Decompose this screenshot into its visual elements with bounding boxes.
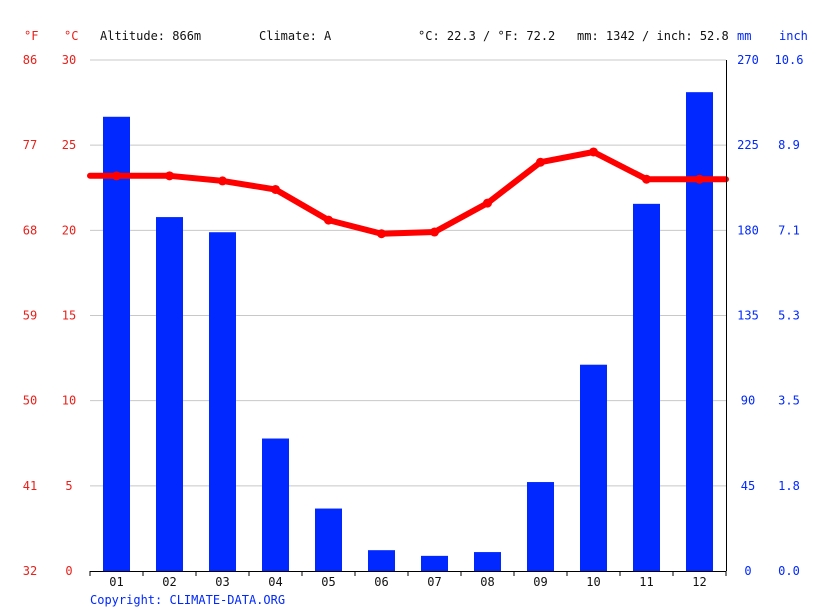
temperature-point — [271, 184, 280, 194]
precipitation-bar — [633, 203, 660, 571]
celsius-tick-label: 15 — [62, 309, 76, 323]
fahrenheit-tick-label: 68 — [23, 223, 37, 237]
celsius-tick-label: 0 — [65, 564, 72, 578]
precipitation-bar — [474, 552, 501, 571]
mm-tick-label: 135 — [737, 309, 759, 323]
axes — [89, 60, 727, 576]
temperature-point — [218, 176, 227, 186]
precipitation-bar — [103, 116, 130, 572]
mm-tick-label: 180 — [737, 223, 759, 237]
month-label: 01 — [109, 575, 123, 589]
mm-tick-label: 225 — [737, 138, 759, 152]
copyright-text: Copyright: CLIMATE-DATA.ORG — [90, 593, 285, 607]
precipitation-bar — [209, 232, 236, 571]
temperature-point — [536, 157, 545, 167]
climate-label: Climate: A — [259, 29, 332, 43]
fahrenheit-tick-label: 41 — [23, 479, 37, 493]
month-label: 05 — [321, 575, 335, 589]
month-label: 10 — [586, 575, 600, 589]
precipitation-bar — [580, 364, 607, 571]
mm-tick-label: 0 — [744, 564, 751, 578]
month-label: 04 — [268, 575, 282, 589]
precipitation-summary: mm: 1342 / inch: 52.8 — [577, 29, 729, 43]
inch-tick-label: 1.8 — [778, 479, 800, 493]
celsius-tick-label: 5 — [65, 479, 72, 493]
mm-tick-label: 270 — [737, 53, 759, 67]
fahrenheit-tick-label: 59 — [23, 309, 37, 323]
temperature-point — [430, 227, 439, 237]
inch-tick-label: 0.0 — [778, 564, 800, 578]
temperature-summary: °C: 22.3 / °F: 72.2 — [418, 29, 555, 43]
fahrenheit-tick-label: 32 — [23, 564, 37, 578]
precipitation-bar — [315, 508, 342, 571]
grid-lines — [90, 59, 726, 487]
mm-unit-label: mm — [737, 29, 751, 43]
celsius-tick-label: 20 — [62, 223, 76, 237]
fahrenheit-tick-label: 77 — [23, 138, 37, 152]
precipitation-bar — [262, 438, 289, 571]
mm-tick-label: 45 — [741, 479, 755, 493]
precipitation-bar — [527, 482, 554, 571]
precipitation-bar — [421, 555, 448, 571]
temperature-point — [324, 215, 333, 225]
month-label: 06 — [374, 575, 388, 589]
inch-tick-label: 8.9 — [778, 138, 800, 152]
month-label: 12 — [692, 575, 706, 589]
precipitation-bar — [368, 550, 395, 571]
celsius-unit-label: °C — [64, 29, 78, 43]
mm-tick-label: 90 — [741, 394, 755, 408]
month-label: 09 — [533, 575, 547, 589]
inch-tick-label: 7.1 — [778, 223, 800, 237]
month-label: 11 — [639, 575, 653, 589]
temperature-point — [165, 171, 174, 181]
altitude-label: Altitude: 866m — [100, 29, 201, 43]
month-label: 08 — [480, 575, 494, 589]
temperature-point — [642, 174, 651, 184]
month-label: 03 — [215, 575, 229, 589]
fahrenheit-tick-label: 50 — [23, 394, 37, 408]
celsius-tick-label: 30 — [62, 53, 76, 67]
temperature-point — [377, 229, 386, 239]
celsius-tick-label: 10 — [62, 394, 76, 408]
fahrenheit-unit-label: °F — [24, 29, 38, 43]
temperature-point — [483, 198, 492, 208]
inch-tick-label: 3.5 — [778, 394, 800, 408]
inch-tick-label: 5.3 — [778, 309, 800, 323]
temperature-point — [695, 174, 704, 184]
precipitation-bars — [103, 92, 713, 572]
month-label: 02 — [162, 575, 176, 589]
precipitation-bar — [686, 92, 713, 571]
inch-unit-label: inch — [779, 29, 808, 43]
temperature-point — [112, 171, 121, 181]
fahrenheit-tick-label: 86 — [23, 53, 37, 67]
temperature-point — [589, 147, 598, 157]
celsius-tick-label: 25 — [62, 138, 76, 152]
precipitation-bar — [156, 217, 183, 571]
temperature-line — [87, 147, 729, 239]
inch-tick-label: 10.6 — [775, 53, 804, 67]
tick-labels: 86 30 270 10.6 77 25 225 8.9 68 20 180 7.1 59 15 135 5.… — [23, 53, 804, 589]
temperature-line-path — [87, 149, 729, 237]
month-label: 07 — [427, 575, 441, 589]
